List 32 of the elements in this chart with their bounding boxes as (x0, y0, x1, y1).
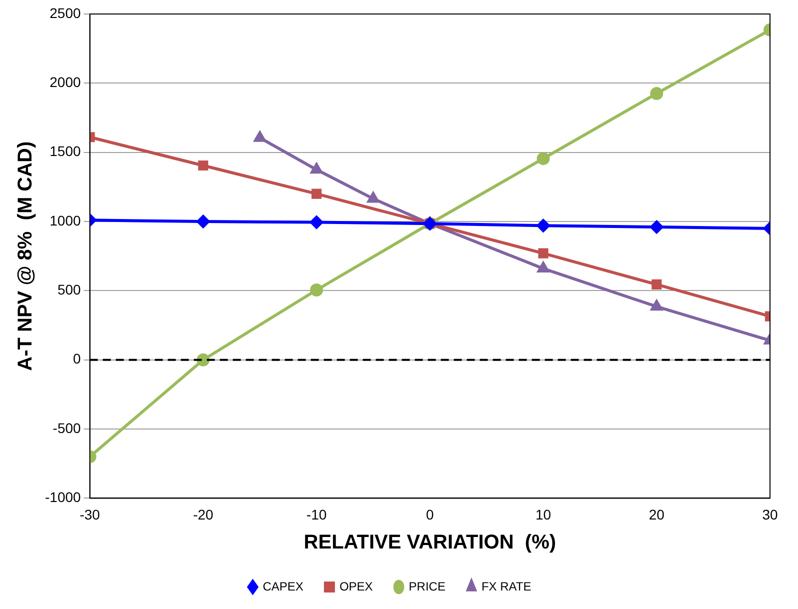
legend-label: PRICE (408, 579, 446, 594)
x-tick-label: 10 (535, 506, 552, 522)
y-tick-label: 2500 (50, 4, 82, 21)
point (650, 87, 664, 100)
point (650, 300, 662, 311)
legend-label: OPEX (339, 579, 373, 594)
x-tick-label: -10 (306, 506, 327, 522)
legend-label: CAPEX (262, 579, 304, 594)
point (310, 216, 324, 229)
y-tick-label: 1000 (50, 212, 82, 228)
point (537, 262, 550, 273)
x-tick-label: -30 (80, 506, 100, 522)
x-tick-label: 0 (426, 506, 434, 522)
point (312, 188, 322, 199)
y-tick-label: 1500 (50, 143, 82, 160)
point (652, 279, 662, 290)
x-tick-label: 20 (648, 506, 665, 522)
y-tick-label: -500 (52, 420, 82, 436)
y-tick-label: 500 (57, 282, 82, 298)
y-tick-label: 2000 (50, 74, 82, 90)
y-tick-label: 0 (73, 350, 82, 367)
point (536, 152, 550, 166)
point (538, 248, 548, 258)
point (310, 283, 324, 296)
y-tick-label: -1000 (44, 489, 82, 506)
x-tick-label: 30 (762, 506, 778, 522)
point (536, 219, 550, 232)
x-axis-title: RELATIVE VARIATION (%) (304, 532, 556, 554)
x-tick-label: -20 (193, 506, 214, 522)
y-axis-title: A-T NPV @ 8% (M CAD) (14, 141, 37, 371)
point (650, 220, 664, 234)
legend-label: FX RATE (481, 579, 532, 594)
